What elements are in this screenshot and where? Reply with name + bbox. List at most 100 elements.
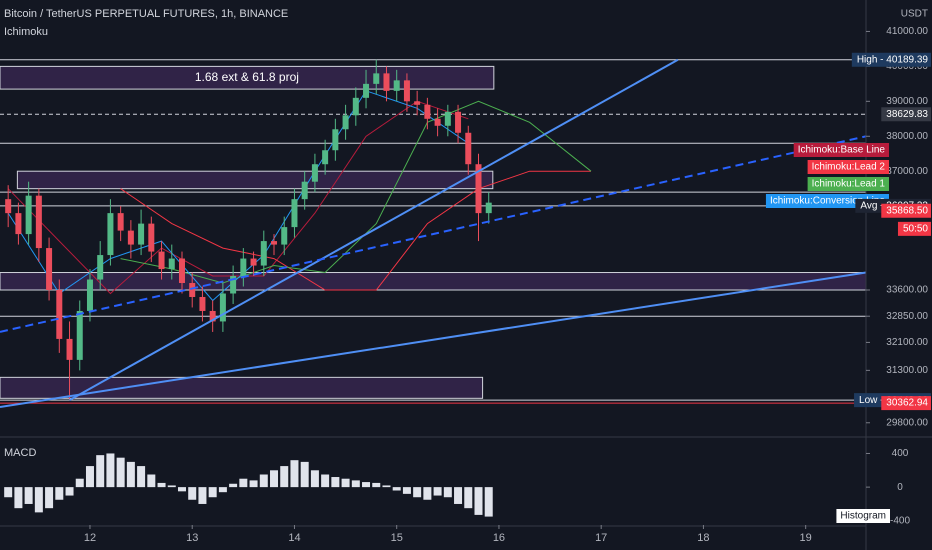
macd-title: MACD (4, 447, 36, 459)
price-label-box (881, 107, 931, 122)
trend-line (0, 271, 867, 408)
histogram-bar (443, 487, 452, 498)
price-label-box (897, 221, 931, 236)
candle-body (86, 279, 93, 311)
candle-body (97, 255, 104, 280)
candle-body (393, 80, 400, 91)
indicator-line (7, 90, 469, 302)
histogram-bar (321, 474, 330, 488)
candle-body (281, 227, 288, 245)
candle-body (56, 290, 63, 339)
candle-body (5, 199, 12, 214)
candle-body (332, 129, 339, 151)
histogram-bar (167, 485, 176, 488)
candle-body (271, 241, 278, 245)
x-tick-label: 12 (84, 532, 96, 544)
y-tick-label: 33600.00 (886, 285, 928, 296)
candle-body (240, 258, 247, 277)
histogram-bar (464, 487, 473, 509)
histogram-bar (137, 466, 146, 488)
histogram-bar (423, 487, 432, 500)
histogram-bar (270, 470, 279, 488)
indicator-line (120, 170, 591, 291)
macd-y-tick-label: 400 (892, 448, 909, 459)
zone (0, 272, 867, 291)
x-tick-label: 14 (288, 532, 300, 544)
histogram-bar (331, 477, 340, 488)
histogram-bar (392, 487, 401, 491)
histogram-bar (300, 461, 309, 488)
candle-body (250, 258, 257, 266)
histogram-bar (280, 466, 289, 488)
symbol-title: Bitcoin / TetherUS PERPETUAL FUTURES, 1h… (4, 8, 288, 20)
candle-body (301, 181, 308, 200)
histogram-bar (413, 487, 422, 498)
x-tick-label: 13 (186, 532, 198, 544)
histogram-bar (218, 487, 227, 493)
histogram-bar (382, 485, 391, 488)
x-tick-label: 16 (493, 532, 505, 544)
histogram-bar (310, 470, 319, 488)
indicator-legend-box (807, 160, 889, 174)
histogram-bar (402, 487, 411, 494)
trend-line (0, 135, 867, 333)
indicator-legend-box (793, 143, 889, 157)
histogram-bar (45, 487, 54, 509)
candle-body (291, 199, 298, 228)
candle-body (414, 101, 421, 105)
zone (0, 376, 484, 399)
histogram-bar (106, 453, 115, 488)
candle-body (25, 195, 32, 235)
candle-body (127, 230, 134, 245)
histogram-bar (290, 460, 299, 488)
candle-body (352, 97, 359, 116)
x-tick-label: 18 (697, 532, 709, 544)
histogram-bar (372, 482, 381, 488)
candle-body (148, 223, 155, 252)
y-tick-label: 39000.00 (886, 96, 928, 107)
candle-body (444, 111, 451, 126)
candle-body (199, 296, 206, 311)
price-label-box (851, 52, 931, 67)
indicator-legend: Ichimoku:Conversion Line (770, 196, 885, 207)
histogram-bar (24, 487, 33, 504)
histogram-bar (249, 480, 258, 488)
y-tick-label: 37000.00 (886, 166, 928, 177)
candle-body (383, 73, 390, 91)
candle-body (403, 80, 410, 102)
candle-body (168, 258, 175, 270)
candle-body (434, 118, 441, 126)
histogram-bar (454, 487, 463, 504)
histogram-bar (157, 482, 166, 488)
x-tick-label: 17 (595, 532, 607, 544)
y-tick-label: 38000.00 (886, 131, 928, 142)
candle-body (485, 202, 492, 214)
price-label-box (881, 396, 931, 411)
price-label: 50:50 (903, 223, 928, 234)
candle-body (209, 310, 216, 322)
macd-y-tick-label: -400 (890, 515, 910, 526)
y-tick-label: 32100.00 (886, 337, 928, 348)
histogram-bar (198, 487, 207, 504)
zone-label: 1.68 ext & 61.8 proj (195, 70, 299, 84)
price-label-box (881, 203, 931, 218)
candle-body (107, 213, 114, 256)
candle-body (311, 164, 318, 182)
histogram-bar (229, 483, 238, 488)
price-label: 35868.50 (886, 205, 928, 216)
zone (16, 170, 494, 190)
histogram-bar (351, 480, 360, 488)
candle-body (35, 195, 42, 249)
candle-body (465, 132, 472, 165)
histogram-bar (147, 474, 156, 488)
y-tick-label: 31300.00 (886, 365, 928, 376)
histogram-bar (4, 487, 13, 498)
candle-body (424, 104, 431, 119)
price-label: 38629.83 (886, 109, 928, 120)
histogram-bar (14, 487, 23, 509)
histogram-bar (259, 474, 268, 488)
y-tick-label: 41000.00 (886, 26, 928, 37)
histogram-bar (75, 478, 84, 488)
histogram-bar (55, 487, 64, 500)
